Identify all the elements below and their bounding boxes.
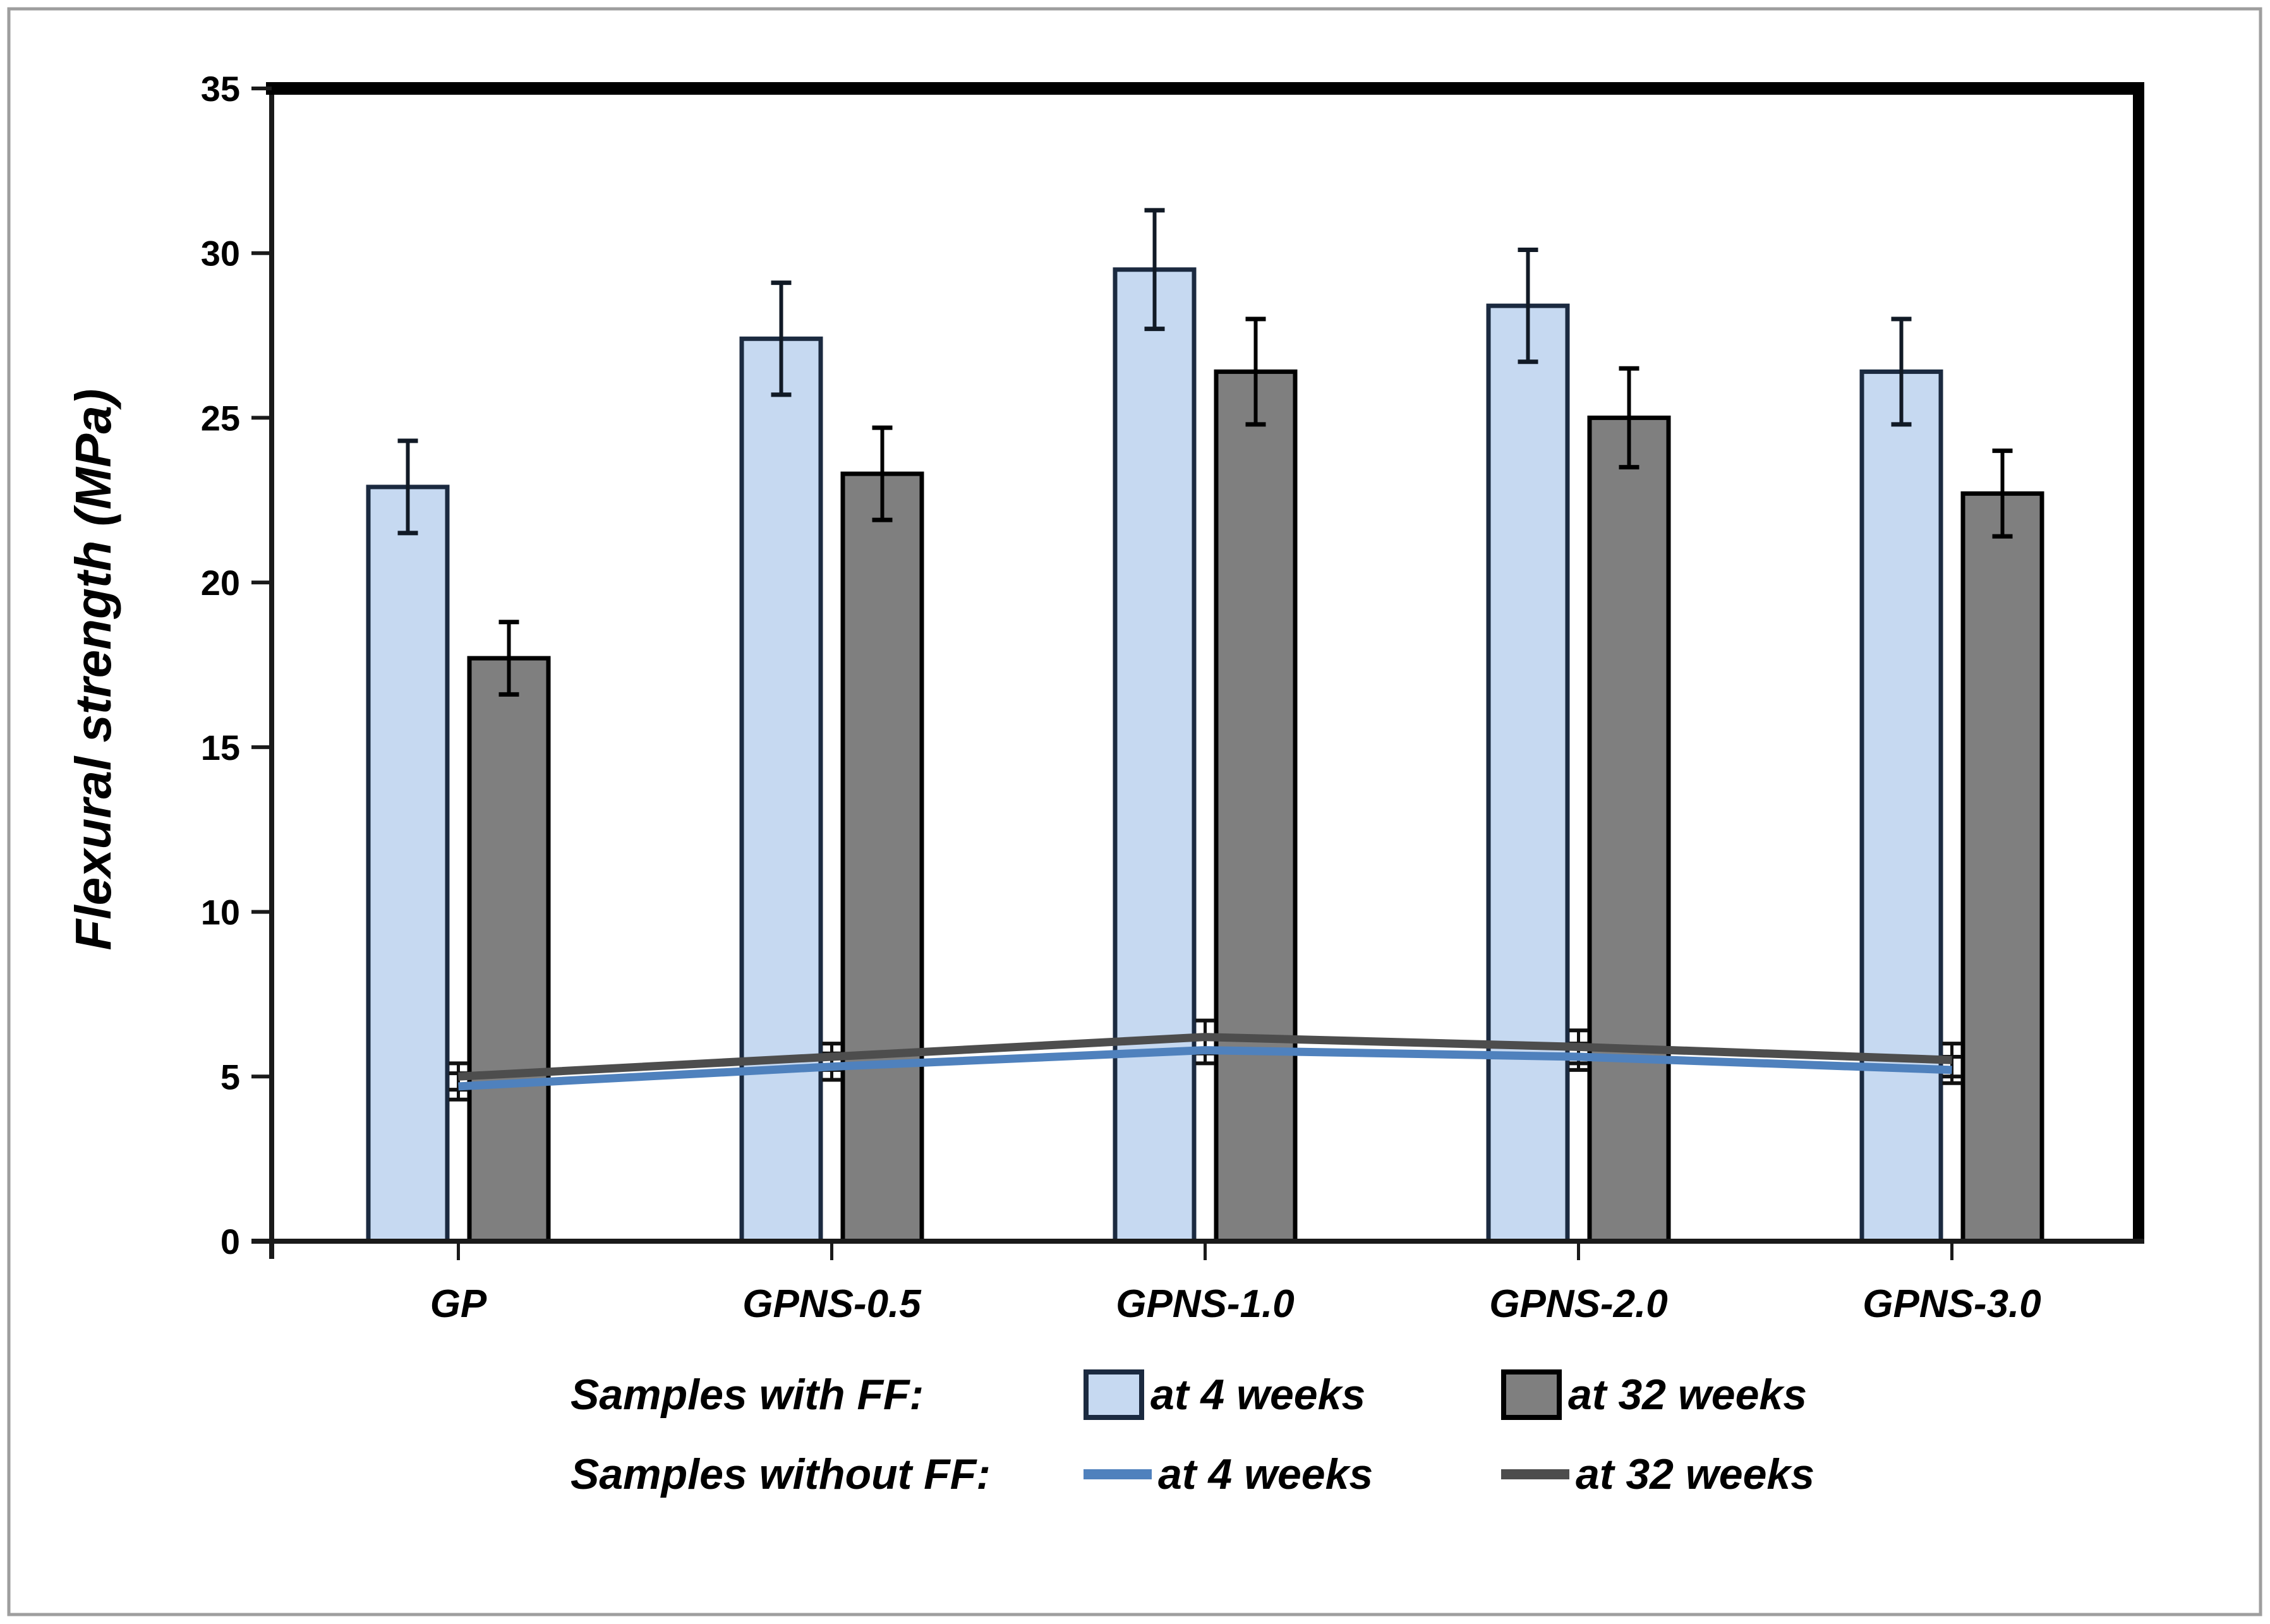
line-at-4-weeks [458,1046,1952,1091]
legend: Samples with FF: at 4 weeks at 32 weeks … [571,1369,1814,1496]
bar-at-4-weeks-GPNS-0.5 [739,336,823,1244]
x-category-label-GPNS-1.0: GPNS-1.0 [1116,1282,1295,1326]
line-at-32-weeks [458,1033,1952,1081]
bar-at-4-weeks-GPNS-2.0 [1486,303,1570,1244]
x-category-label-GPNS-0.5: GPNS-0.5 [742,1282,922,1326]
legend-swatch-bar-32weeks-icon [1501,1369,1562,1420]
legend-swatch-bar-4weeks-icon [1084,1369,1144,1420]
bar-at-32-weeks-GPNS-0.5 [840,471,924,1244]
bar-at-32-weeks-GPNS-2.0 [1587,415,1671,1244]
x-category-label-GP: GP [430,1282,487,1326]
x-category-label-GPNS-3.0: GPNS-3.0 [1862,1282,2041,1326]
bar-at-32-weeks-GP [467,656,551,1244]
legend-label-line-32weeks: at 32 weeks [1576,1450,1815,1498]
y-tick-label: 35 [201,69,240,109]
x-category-label-GPNS-2.0: GPNS-2.0 [1489,1282,1668,1326]
legend-item-line-32w: at 32 weeks [1501,1453,1814,1496]
bar-at-4-weeks-GPNS-3.0 [1859,369,1943,1244]
bar-at-4-weeks-GP [366,484,450,1244]
y-tick-label: 25 [201,398,240,438]
axes-layer [251,82,2144,1260]
y-tick-label: 30 [201,234,240,274]
legend-item-bar-4w: at 4 weeks [1084,1369,1501,1420]
legend-swatch-line-32weeks-icon [1501,1469,1569,1479]
bar-at-4-weeks-GPNS-1.0 [1113,267,1197,1244]
y-tick-label: 10 [201,893,240,932]
figure-border [7,7,2262,1616]
y-axis-title: Flexural strength (MPa) [65,388,121,950]
y-tick-label: 0 [220,1222,240,1261]
y-tick-label: 15 [201,728,240,767]
error-bars-layer [397,208,2013,697]
legend-group-label-with-ff: Samples with FF: [571,1371,924,1419]
legend-row-without-ff: Samples without FF: at 4 weeks at 32 wee… [571,1453,1814,1496]
y-tick-label: 5 [220,1057,240,1097]
legend-row-with-ff: Samples with FF: at 4 weeks at 32 weeks [571,1369,1814,1420]
lines-layer [449,1018,1962,1102]
legend-label-bar-4weeks: at 4 weeks [1150,1371,1366,1419]
legend-label-line-4weeks: at 4 weeks [1158,1450,1373,1498]
legend-item-bar-32w: at 32 weeks [1501,1369,1807,1420]
legend-group-label-without-ff: Samples without FF: [571,1450,991,1498]
legend-item-line-4w: at 4 weeks [1084,1453,1501,1496]
bar-at-32-weeks-GPNS-3.0 [1960,491,2044,1244]
axis-labels-layer: 0 5 10 15 20 25 30 35 GP GPNS-0.5 GPNS-1.0 GPNS-2.0… [201,69,2041,1326]
y-tick-label: 20 [201,563,240,603]
bar-at-32-weeks-GPNS-1.0 [1214,369,1298,1244]
legend-label-bar-32weeks: at 32 weeks [1568,1371,1808,1419]
legend-swatch-line-4weeks-icon [1084,1469,1152,1479]
